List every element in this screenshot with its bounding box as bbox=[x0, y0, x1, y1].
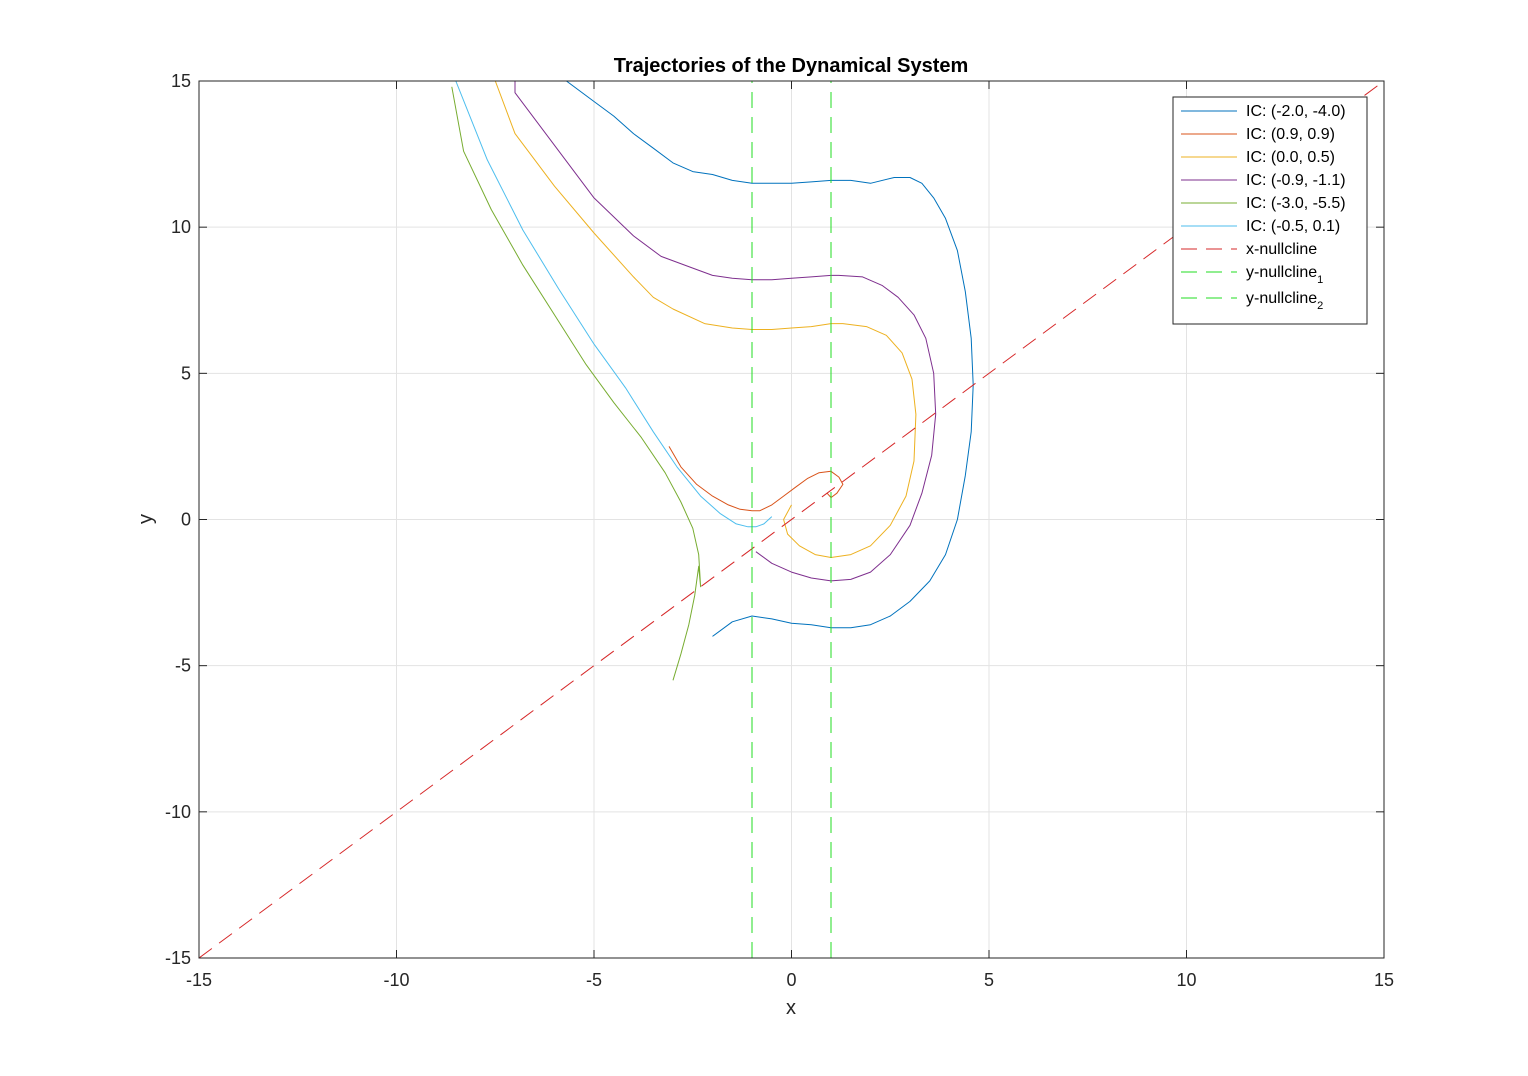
x-tick-label: -15 bbox=[186, 970, 212, 990]
legend-entry-label: IC: (-3.0, -5.5) bbox=[1246, 195, 1346, 212]
y-tick-label: 15 bbox=[171, 71, 191, 91]
legend-entry-label: y-nullcline1 bbox=[1246, 264, 1323, 286]
x-tick-label: 10 bbox=[1176, 970, 1196, 990]
series-line-4 bbox=[514, 81, 937, 582]
legend-entry-label: IC: (0.0, 0.5) bbox=[1246, 149, 1335, 166]
y-tick-label: 5 bbox=[181, 363, 191, 383]
legend-entry-label: IC: (-2.0, -4.0) bbox=[1246, 103, 1346, 120]
x-tick-label: 0 bbox=[786, 970, 796, 990]
legend-entry-label: IC: (0.9, 0.9) bbox=[1246, 126, 1335, 143]
x-tick-label: -10 bbox=[383, 970, 409, 990]
x-tick-label: 15 bbox=[1374, 970, 1394, 990]
x-tick-label: -5 bbox=[586, 970, 602, 990]
y-tick-label: -10 bbox=[165, 802, 191, 822]
chart-title: Trajectories of the Dynamical System bbox=[614, 55, 969, 77]
series-line-1 bbox=[566, 81, 974, 637]
x-axis-label: x bbox=[786, 997, 796, 1019]
series-line-6 bbox=[455, 81, 773, 528]
axis-ticks: -15 -10 -5 0 5 10 15 -15 -10 -5 0 5 10 15 bbox=[165, 71, 1394, 990]
x-tick-label: 5 bbox=[984, 970, 994, 990]
y-tick-label: -5 bbox=[175, 656, 191, 676]
legend-box bbox=[1172, 96, 1368, 325]
legend-entry-label: x-nullcline bbox=[1246, 241, 1317, 258]
y-tick-label: 10 bbox=[171, 217, 191, 237]
series-line-2 bbox=[668, 446, 844, 512]
y-tick-label: -15 bbox=[165, 948, 191, 968]
legend-entry-label: IC: (-0.5, 0.1) bbox=[1246, 218, 1340, 235]
y-tick-label: 0 bbox=[181, 510, 191, 530]
legend: IC: (-2.0, -4.0) IC: (0.9, 0.9) IC: (0.0, … bbox=[1172, 96, 1368, 325]
y-axis-label: y bbox=[135, 514, 157, 524]
legend-entry-label: y-nullcline2 bbox=[1246, 290, 1323, 312]
series-line-5 bbox=[451, 86, 702, 681]
legend-entry-label: IC: (-0.9, -1.1) bbox=[1246, 172, 1346, 189]
